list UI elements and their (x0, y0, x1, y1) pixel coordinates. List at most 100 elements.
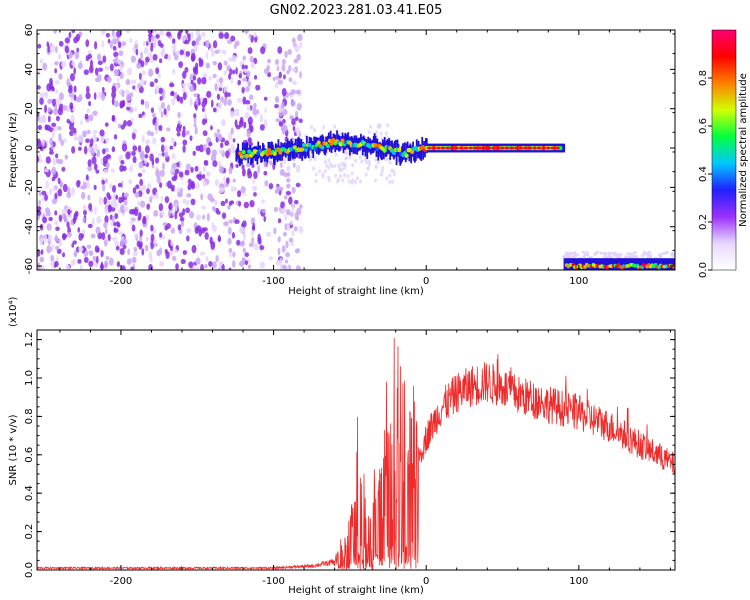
noise-speckle (201, 118, 206, 126)
noise-speckle (192, 264, 196, 270)
noise-speckle (218, 267, 221, 270)
signal-track-band (257, 141, 260, 159)
noise-speckle (274, 59, 280, 65)
noise-speckle (91, 156, 97, 165)
noise-speckle (147, 52, 153, 59)
noise-speckle (135, 48, 139, 56)
noise-speckle (154, 78, 158, 84)
signal-track-band (418, 146, 421, 159)
noise-speckle (137, 83, 141, 89)
noise-speckle (102, 55, 107, 63)
noise-speckle (119, 238, 125, 247)
noise-speckle (288, 237, 294, 243)
noise-speckle (97, 67, 104, 72)
noise-speckle (257, 165, 261, 174)
noise-speckle (100, 250, 104, 258)
noise-speckle (228, 132, 233, 141)
noise-speckle (227, 237, 232, 245)
noise-speckle (150, 107, 155, 114)
noise-speckle (274, 96, 280, 103)
noise-speckle (222, 49, 227, 55)
signal-track-band (286, 139, 289, 156)
noise-speckle (51, 166, 57, 176)
noise-speckle (182, 250, 188, 255)
noise-speckle (365, 160, 369, 165)
noise-speckle (249, 200, 255, 208)
noise-speckle (185, 51, 191, 57)
colorbar-tick-label: 0.4 (698, 166, 709, 182)
lower-track-halo (581, 250, 586, 254)
noise-speckle (220, 119, 226, 127)
noise-speckle (71, 30, 76, 34)
noise-speckle (118, 50, 124, 56)
noise-speckle (252, 222, 256, 230)
noise-speckle (232, 251, 236, 258)
noise-speckle (66, 192, 72, 199)
signal-track-band (261, 142, 264, 155)
noise-speckle (296, 53, 301, 61)
noise-speckle (105, 137, 110, 143)
noise-speckle (291, 205, 295, 212)
noise-speckle (83, 209, 87, 216)
noise-speckle (177, 224, 182, 231)
noise-speckle (221, 263, 225, 270)
noise-speckle (89, 65, 94, 74)
signal-track-band (402, 143, 404, 155)
noise-speckle (55, 46, 58, 54)
noise-speckle (180, 219, 185, 228)
noise-speckle (38, 189, 42, 197)
noise-speckle (118, 231, 124, 236)
noise-speckle (140, 186, 143, 192)
noise-speckle (123, 199, 128, 206)
noise-speckle (66, 231, 72, 238)
noise-speckle (239, 116, 244, 125)
noise-speckle (299, 41, 303, 49)
signal-track-band (421, 136, 424, 153)
noise-speckle (224, 91, 229, 98)
noise-speckle (242, 220, 247, 228)
signal-track-peak (431, 146, 437, 150)
noise-speckle (205, 255, 209, 262)
lower-track-halo (629, 252, 634, 256)
signal-track-peak (491, 146, 496, 150)
noise-speckle (277, 218, 282, 224)
noise-speckle (223, 70, 228, 76)
noise-speckle (264, 180, 269, 187)
noise-speckle (272, 76, 277, 81)
noise-speckle (51, 122, 57, 127)
noise-speckle (388, 160, 392, 165)
noise-speckle (190, 166, 194, 173)
noise-speckle (171, 209, 175, 216)
signal-track-band (425, 138, 428, 154)
signal-track-band (272, 150, 275, 164)
noise-speckle (184, 67, 189, 73)
noise-speckle (125, 30, 131, 34)
noise-speckle (96, 247, 100, 253)
signal-track-peak (427, 146, 432, 150)
noise-speckle (330, 164, 334, 169)
noise-speckle (97, 232, 103, 240)
noise-speckle (218, 87, 223, 92)
noise-speckle (276, 65, 280, 72)
noise-speckle (38, 153, 41, 158)
signal-track-band (271, 141, 273, 159)
noise-speckle (171, 162, 178, 170)
noise-speckle (113, 51, 119, 58)
noise-speckle (116, 30, 122, 38)
noise-speckle (278, 71, 282, 79)
noise-speckle (285, 259, 289, 264)
noise-speckle (179, 162, 183, 169)
noise-speckle (226, 177, 230, 184)
noise-speckle (203, 165, 206, 173)
noise-speckle (186, 193, 192, 198)
noise-speckle (101, 179, 105, 185)
signal-track-band (408, 145, 411, 162)
noise-speckle (93, 92, 97, 100)
noise-speckle (112, 45, 117, 51)
noise-speckle (55, 256, 59, 263)
noise-speckle (182, 92, 187, 101)
noise-speckle (193, 113, 197, 119)
signal-track-band (243, 143, 246, 157)
lower-track-halo (633, 251, 638, 255)
noise-speckle (130, 266, 134, 270)
